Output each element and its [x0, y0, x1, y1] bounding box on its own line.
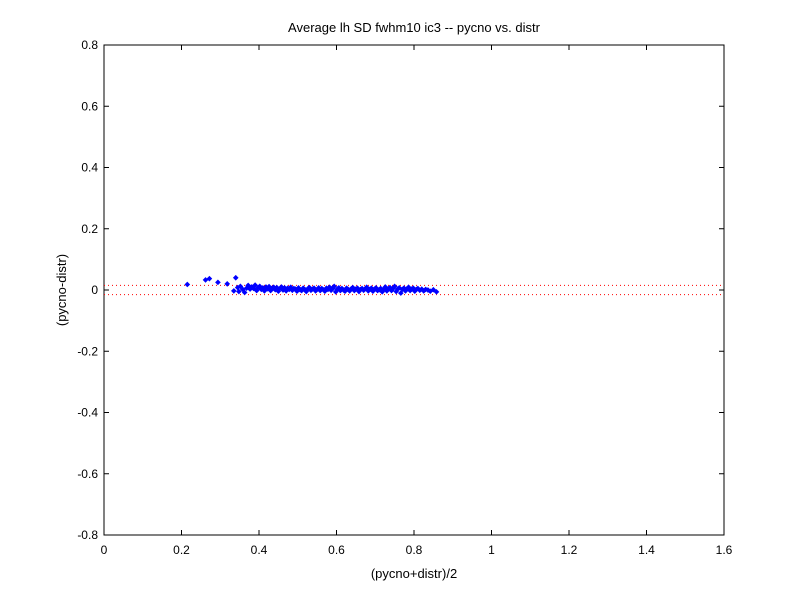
x-tick-label: 0.4 — [251, 543, 268, 557]
data-point — [215, 279, 221, 286]
x-axis-label: (pycno+distr)/2 — [371, 566, 457, 581]
data-point — [391, 283, 398, 290]
data-point — [230, 288, 237, 294]
x-tick-label: 1.4 — [638, 543, 655, 557]
y-tick-label: 0.2 — [81, 222, 98, 236]
data-point — [261, 288, 268, 294]
y-tick-label: -0.6 — [77, 467, 98, 481]
reference-lines — [104, 284, 724, 296]
y-tick-label: -0.2 — [77, 344, 98, 358]
y-tick-label: 0.8 — [81, 38, 98, 52]
data-point — [237, 283, 244, 290]
x-tick-label: 1.2 — [561, 543, 578, 557]
x-tick-label: 1.6 — [716, 543, 733, 557]
x-tick-label: 0.6 — [328, 543, 345, 557]
data-point — [363, 284, 370, 291]
y-tick-label: -0.8 — [77, 528, 98, 542]
y-tick-label: 0.4 — [81, 161, 98, 175]
y-axis-ticks: -0.8 -0.6 -0.4 -0.2 0 0.2 0.4 0.6 0.8 — [77, 38, 724, 542]
y-axis-label: (pycno-distr) — [54, 254, 69, 326]
data-point — [331, 283, 337, 290]
y-tick-label: 0 — [91, 283, 98, 297]
x-tick-label: 0.8 — [406, 543, 423, 557]
chart-title: Average lh SD fwhm10 ic3 -- pycno vs. di… — [288, 20, 541, 35]
data-point — [252, 282, 258, 288]
data-point — [232, 274, 239, 281]
data-point — [430, 286, 437, 293]
x-axis-ticks: 0 0.2 0.4 0.6 0.8 1 1.2 1.4 1.6 — [101, 45, 733, 557]
data-point — [206, 275, 213, 282]
data-points — [184, 274, 440, 296]
data-point — [236, 288, 242, 295]
data-point — [184, 281, 191, 288]
x-tick-label: 1 — [488, 543, 495, 557]
data-point — [224, 281, 231, 287]
x-tick-label: 0.2 — [173, 543, 190, 557]
x-tick-label: 0 — [101, 543, 108, 557]
data-point — [241, 289, 248, 296]
data-point — [398, 290, 404, 296]
y-tick-label: 0.6 — [81, 99, 98, 113]
y-tick-label: -0.4 — [77, 406, 98, 420]
data-point — [433, 289, 440, 295]
